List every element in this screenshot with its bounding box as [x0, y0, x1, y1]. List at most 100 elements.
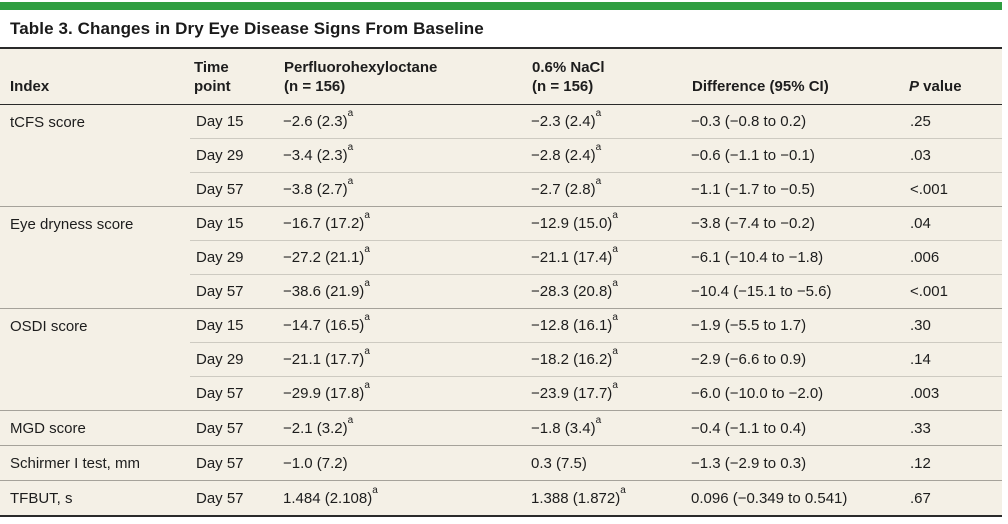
nacl-cell: −18.2 (16.2)a — [528, 342, 688, 377]
cell-value: 1.388 (1.872) — [531, 489, 621, 507]
timepoint-cell: Day 15 — [190, 308, 280, 343]
header-line: Time — [194, 59, 229, 76]
cell-value: −2.8 (2.4) — [531, 147, 596, 164]
cell-value: −29.9 (17.8) — [283, 385, 365, 402]
pfho-cell: −3.4 (2.3)a — [280, 138, 528, 173]
pvalue-cell: .33 — [905, 410, 1002, 446]
cell-value: −21.1 (17.4) — [531, 249, 613, 266]
difference-cell: −1.3 (−2.9 to 0.3) — [688, 445, 905, 481]
nacl-cell: −12.9 (15.0)a — [528, 206, 688, 241]
nacl-cell: −2.7 (2.8)a — [528, 172, 688, 207]
footnote-marker: a — [595, 176, 602, 187]
difference-cell: −0.6 (−1.1 to −0.1) — [688, 138, 905, 173]
table-row: Day 29 −27.2 (21.1)a −21.1 (17.4)a −6.1 … — [0, 240, 1002, 275]
timepoint-cell: Day 57 — [190, 172, 280, 207]
pvalue-cell: .12 — [905, 445, 1002, 481]
pvalue-cell: <.001 — [905, 172, 1002, 207]
cell-value: −23.9 (17.7) — [531, 385, 613, 402]
table-row: TFBUT, s Day 57 1.484 (2.108)a 1.388 (1.… — [0, 480, 1002, 516]
pfho-cell: −3.8 (2.7)a — [280, 172, 528, 207]
nacl-cell: −2.3 (2.4)a — [528, 104, 688, 139]
table-row: Day 57 −38.6 (21.9)a −28.3 (20.8)a −10.4… — [0, 274, 1002, 309]
pvalue-cell: .04 — [905, 206, 1002, 241]
cell-value: −16.7 (17.2) — [283, 215, 365, 232]
cell-value: −12.9 (15.0) — [531, 215, 613, 232]
cell-value: −3.4 (2.3) — [283, 147, 348, 164]
table-body: tCFS score Day 15 −2.6 (2.3)a −2.3 (2.4)… — [0, 104, 1002, 516]
timepoint-cell: Day 57 — [190, 274, 280, 309]
table-row: Eye dryness score Day 15 −16.7 (17.2)a −… — [0, 206, 1002, 309]
pfho-cell: −29.9 (17.8)a — [280, 376, 528, 411]
index-cell: OSDI score — [0, 308, 190, 411]
column-header-perfluorohexyloctane: Perfluorohexyloctane (n = 156) — [280, 48, 528, 105]
footnote-marker: a — [364, 278, 370, 289]
table-row: OSDI score Day 15 −14.7 (16.5)a −12.8 (1… — [0, 308, 1002, 411]
pfho-cell: −38.6 (21.9)a — [280, 274, 528, 309]
footnote-marker: a — [347, 108, 354, 119]
header-row: Index Time point Perfluorohexyloctane (n… — [0, 48, 1002, 105]
timepoint-cell: Day 29 — [190, 138, 280, 173]
footnote-marker: a — [364, 210, 370, 221]
cell-value: −38.6 (21.9) — [283, 283, 365, 300]
signs-table: Index Time point Perfluorohexyloctane (n… — [0, 47, 1002, 517]
cell-value: −2.6 (2.3) — [283, 113, 348, 130]
pvalue-cell: <.001 — [905, 274, 1002, 309]
footnote-marker: a — [612, 312, 618, 323]
timepoint-cell: Day 29 — [190, 342, 280, 377]
cell-value: −2.7 (2.8) — [531, 181, 596, 198]
difference-cell: −6.0 (−10.0 to −2.0) — [688, 376, 905, 411]
header-line: (n = 156) — [284, 78, 346, 95]
footnote-marker: a — [595, 108, 602, 119]
pvalue-cell: .03 — [905, 138, 1002, 173]
pfho-cell: −16.7 (17.2)a — [280, 206, 528, 241]
cell-value: −14.7 (16.5) — [283, 317, 365, 334]
nacl-cell: −1.8 (3.4)a — [528, 410, 688, 446]
cell-value: −1.8 (3.4) — [531, 419, 596, 437]
index-cell: TFBUT, s — [0, 480, 190, 516]
pfho-cell: −1.0 (7.2) — [280, 445, 528, 481]
footnote-marker: a — [612, 210, 618, 221]
table-row: Day 29 −21.1 (17.7)a −18.2 (16.2)a −2.9 … — [0, 342, 1002, 377]
cell-value: −28.3 (20.8) — [531, 283, 613, 300]
footnote-marker: a — [612, 346, 618, 357]
footnote-marker: a — [372, 484, 378, 496]
difference-cell: −0.3 (−0.8 to 0.2) — [688, 104, 905, 139]
nacl-cell: 0.3 (7.5) — [528, 445, 688, 481]
p-value-label: value — [919, 78, 962, 95]
nacl-cell: 1.388 (1.872)a — [528, 480, 688, 516]
table-header: Index Time point Perfluorohexyloctane (n… — [0, 48, 1002, 105]
header-line: point — [194, 78, 231, 95]
table-row: Day 57 −3.8 (2.7)a −2.7 (2.8)a −1.1 (−1.… — [0, 172, 1002, 207]
table-row: Day 29 −3.4 (2.3)a −2.8 (2.4)a −0.6 (−1.… — [0, 138, 1002, 173]
pfho-cell: −27.2 (21.1)a — [280, 240, 528, 275]
header-line: (n = 156) — [532, 78, 594, 95]
pfho-cell: 1.484 (2.108)a — [280, 480, 528, 516]
timepoint-cell: Day 57 — [190, 376, 280, 411]
pvalue-cell: .30 — [905, 308, 1002, 343]
timepoint-cell: Day 15 — [190, 104, 280, 139]
pvalue-cell: .25 — [905, 104, 1002, 139]
pfho-cell: −2.6 (2.3)a — [280, 104, 528, 139]
accent-bar — [0, 2, 1002, 10]
nacl-cell: −23.9 (17.7)a — [528, 376, 688, 411]
footnote-marker: a — [612, 278, 618, 289]
footnote-marker: a — [612, 244, 618, 255]
index-cell: Eye dryness score — [0, 206, 190, 309]
cell-value: −1.0 (7.2) — [283, 454, 348, 472]
nacl-cell: −2.8 (2.4)a — [528, 138, 688, 173]
footnote-marker: a — [364, 244, 370, 255]
nacl-cell: −28.3 (20.8)a — [528, 274, 688, 309]
footnote-marker: a — [347, 414, 354, 426]
pfho-cell: −14.7 (16.5)a — [280, 308, 528, 343]
header-line: 0.6% NaCl — [532, 59, 605, 76]
cell-value: −21.1 (17.7) — [283, 351, 365, 368]
difference-cell: −0.4 (−1.1 to 0.4) — [688, 410, 905, 446]
footnote-marker: a — [595, 142, 602, 153]
table-row: tCFS score Day 15 −2.6 (2.3)a −2.3 (2.4)… — [0, 104, 1002, 207]
difference-cell: −3.8 (−7.4 to −0.2) — [688, 206, 905, 241]
index-cell: MGD score — [0, 410, 190, 446]
cell-value: −2.1 (3.2) — [283, 419, 348, 437]
footnote-marker: a — [347, 142, 354, 153]
pfho-cell: −2.1 (3.2)a — [280, 410, 528, 446]
cell-value: 1.484 (2.108) — [283, 489, 373, 507]
